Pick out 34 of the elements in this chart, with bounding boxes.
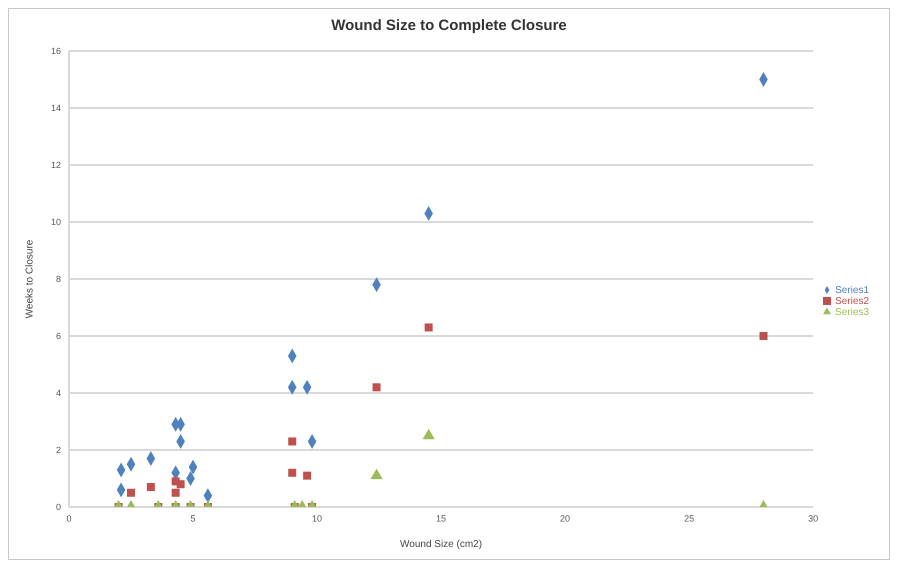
point [288,468,296,477]
point [303,472,312,480]
x-tick-label: 25 [684,513,694,524]
y-tick-label: 12 [50,160,61,170]
x-tick-label: 30 [808,513,818,524]
x-axis-title: Wound Size (cm2) [400,539,482,550]
y-tick-label: 8 [56,274,61,284]
point [759,332,768,340]
legend-label: Series3 [835,306,869,318]
y-tick-label: 10 [50,217,61,228]
y-tick-label: 2 [56,445,61,456]
y-tick-label: 6 [56,331,61,342]
legend-label: Series2 [835,296,869,306]
point [146,483,155,492]
point [172,488,180,497]
y-tick-label: 14 [50,103,61,114]
x-tick-label: 20 [560,513,570,524]
y-tick-label: 4 [56,388,61,398]
chart-title: Wound Size to Complete Closure [330,16,568,36]
x-tick-label: 0 [66,513,72,524]
point [176,480,185,488]
point [370,468,383,480]
y-tick-label: 0 [56,502,61,512]
point [372,383,381,392]
y-tick-label: 16 [50,46,61,56]
legend-label: Series1 [835,284,869,296]
point [288,437,296,446]
point [422,428,435,440]
x-tick-label: 15 [436,513,446,524]
point [127,488,136,497]
x-tick-label: 10 [312,513,322,524]
point [424,323,433,332]
x-tick-label: 5 [190,513,196,524]
y-axis-title: Weeks to Closure [24,239,36,318]
